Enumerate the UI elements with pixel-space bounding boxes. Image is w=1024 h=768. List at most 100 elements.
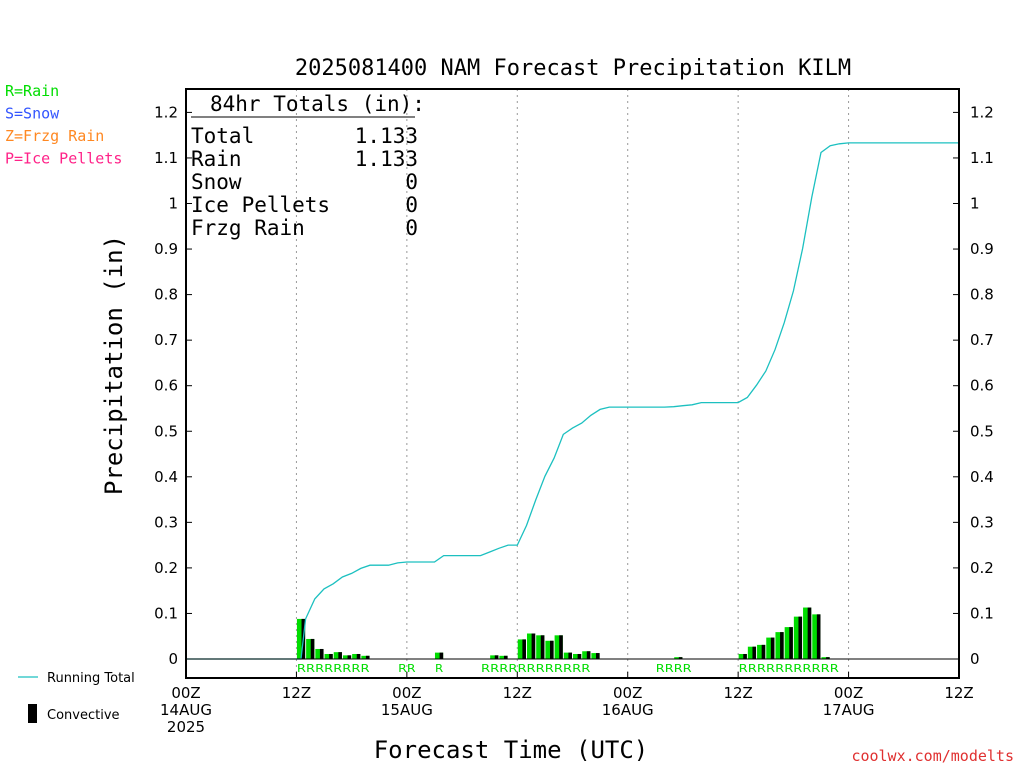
y-tick-label-left: 0.8 [154,286,178,304]
y-tick-label-left: 1.2 [154,103,178,121]
convective-bar [365,655,370,659]
rain-bar [342,655,352,659]
totals-row-value: 0 [405,170,418,194]
convective-bar [789,627,793,659]
totals-row-value: 0 [405,216,418,240]
convective-bar [329,653,333,659]
rain-bar [352,653,361,659]
precip-type-label: RRRR [656,662,692,675]
rain-bar [563,652,572,659]
y-tick-label-left: 1 [168,195,178,213]
precip-type-label: RRRRRRRRRRR [739,662,840,675]
x-axis-label: Forecast Time (UTC) [374,736,649,764]
rain-bar [775,632,784,659]
x-tick-label: 12Z [503,684,532,702]
convective-bar [540,635,545,659]
rain-bar [821,657,830,659]
precip-type-label: RRRRRRRR [297,662,370,675]
legend-running-total-label: Running Total [47,671,135,686]
convective-bar [761,644,766,659]
rain-bar [747,646,757,659]
legend-convective-swatch [28,704,37,723]
convective-bar [439,652,444,659]
type-key-item: Z=Frzg Rain [5,127,104,145]
x-tick-label: 2025 [167,718,205,736]
precip-type-label: R [435,662,444,675]
convective-bar [310,638,315,659]
convective-bar [678,657,683,659]
rain-bar [573,653,582,659]
precip-type-row: RRRRRRRR RR R RRRRRRRRRRRR RRRR RRRRRRRRRRR [297,662,839,675]
convective-bar [568,652,572,659]
totals-row-label: Frzg Rain [191,216,305,240]
y-tick-label-left: 0.9 [154,240,178,258]
totals-row-value: 0 [405,193,418,217]
time-gridlines [295,89,850,678]
convective-bar [347,655,352,659]
totals-row-label: Rain [191,147,242,171]
convective-bar [503,655,508,659]
rain-bar [757,644,766,659]
totals-row-label: Snow [191,170,242,194]
rain-bar [490,655,499,659]
y-tick-label-right: 0.7 [970,331,994,349]
x-tick-label: 00Z [171,684,200,702]
convective-bar [522,639,526,659]
y-tick-label-left: 0.3 [154,513,178,531]
rain-bar [738,653,747,659]
hourly-precip-bars [296,607,830,659]
rain-bar [361,655,370,659]
totals-row-value: 1.133 [355,147,418,171]
totals-header: 84hr Totals (in): [210,92,425,116]
rain-bar [324,653,333,659]
chart-title: 2025081400 NAM Forecast Precipitation KI… [295,56,851,81]
rain-bar [434,652,444,659]
rain-bar [766,637,775,659]
convective-bar [743,653,747,659]
y-tick-label-right: 1 [970,195,980,213]
y-tick-label-right: 1.1 [970,149,994,167]
legend-convective: Convective [28,704,120,723]
y-tick-label-right: 0.8 [970,286,994,304]
rain-bar [536,635,545,659]
rain-bar [674,657,683,659]
rain-bar [582,651,591,659]
rain-bar [545,640,554,659]
convective-bar [780,632,784,659]
y-tick-label-left: 0.2 [154,559,178,577]
rain-bar [812,614,821,659]
rain-bar [333,652,342,659]
x-tick-label: 00Z [613,684,642,702]
totals-row-label: Ice Pellets [191,193,330,217]
y-tick-label-left: 0.5 [154,422,178,440]
x-tick-label: 00Z [392,684,421,702]
convective-bar [319,648,324,659]
convective-bar [577,653,582,659]
totals-row-value: 1.133 [355,124,418,148]
y-axis-label: Precipitation (in) [100,235,128,495]
y-tick-label-left: 0 [168,650,178,668]
rain-bar [554,635,563,659]
convective-bar [752,646,757,659]
y-tick-label-left: 0.6 [154,377,178,395]
convective-bar [807,607,812,659]
convective-bar [531,633,536,659]
y-tick-label-right: 0.5 [970,422,994,440]
x-tick-label: 12Z [944,684,973,702]
type-key-item: R=Rain [5,82,59,100]
x-tick-label: 00Z [834,684,863,702]
y-tick-label-left: 0.1 [154,604,178,622]
totals-row-label: Total [191,124,254,148]
convective-bar [549,640,554,659]
rain-bar [793,616,803,659]
credit-text: coolwx.com/modelts [851,747,1014,765]
y-tick-label-left: 0.4 [154,468,178,486]
plot-frame [185,88,960,679]
running-total-line [186,142,959,660]
y-tick-label-right: 0.1 [970,604,994,622]
y-tick-label-right: 1.2 [970,103,994,121]
rain-bar [784,627,793,659]
rain-bar [296,618,306,659]
